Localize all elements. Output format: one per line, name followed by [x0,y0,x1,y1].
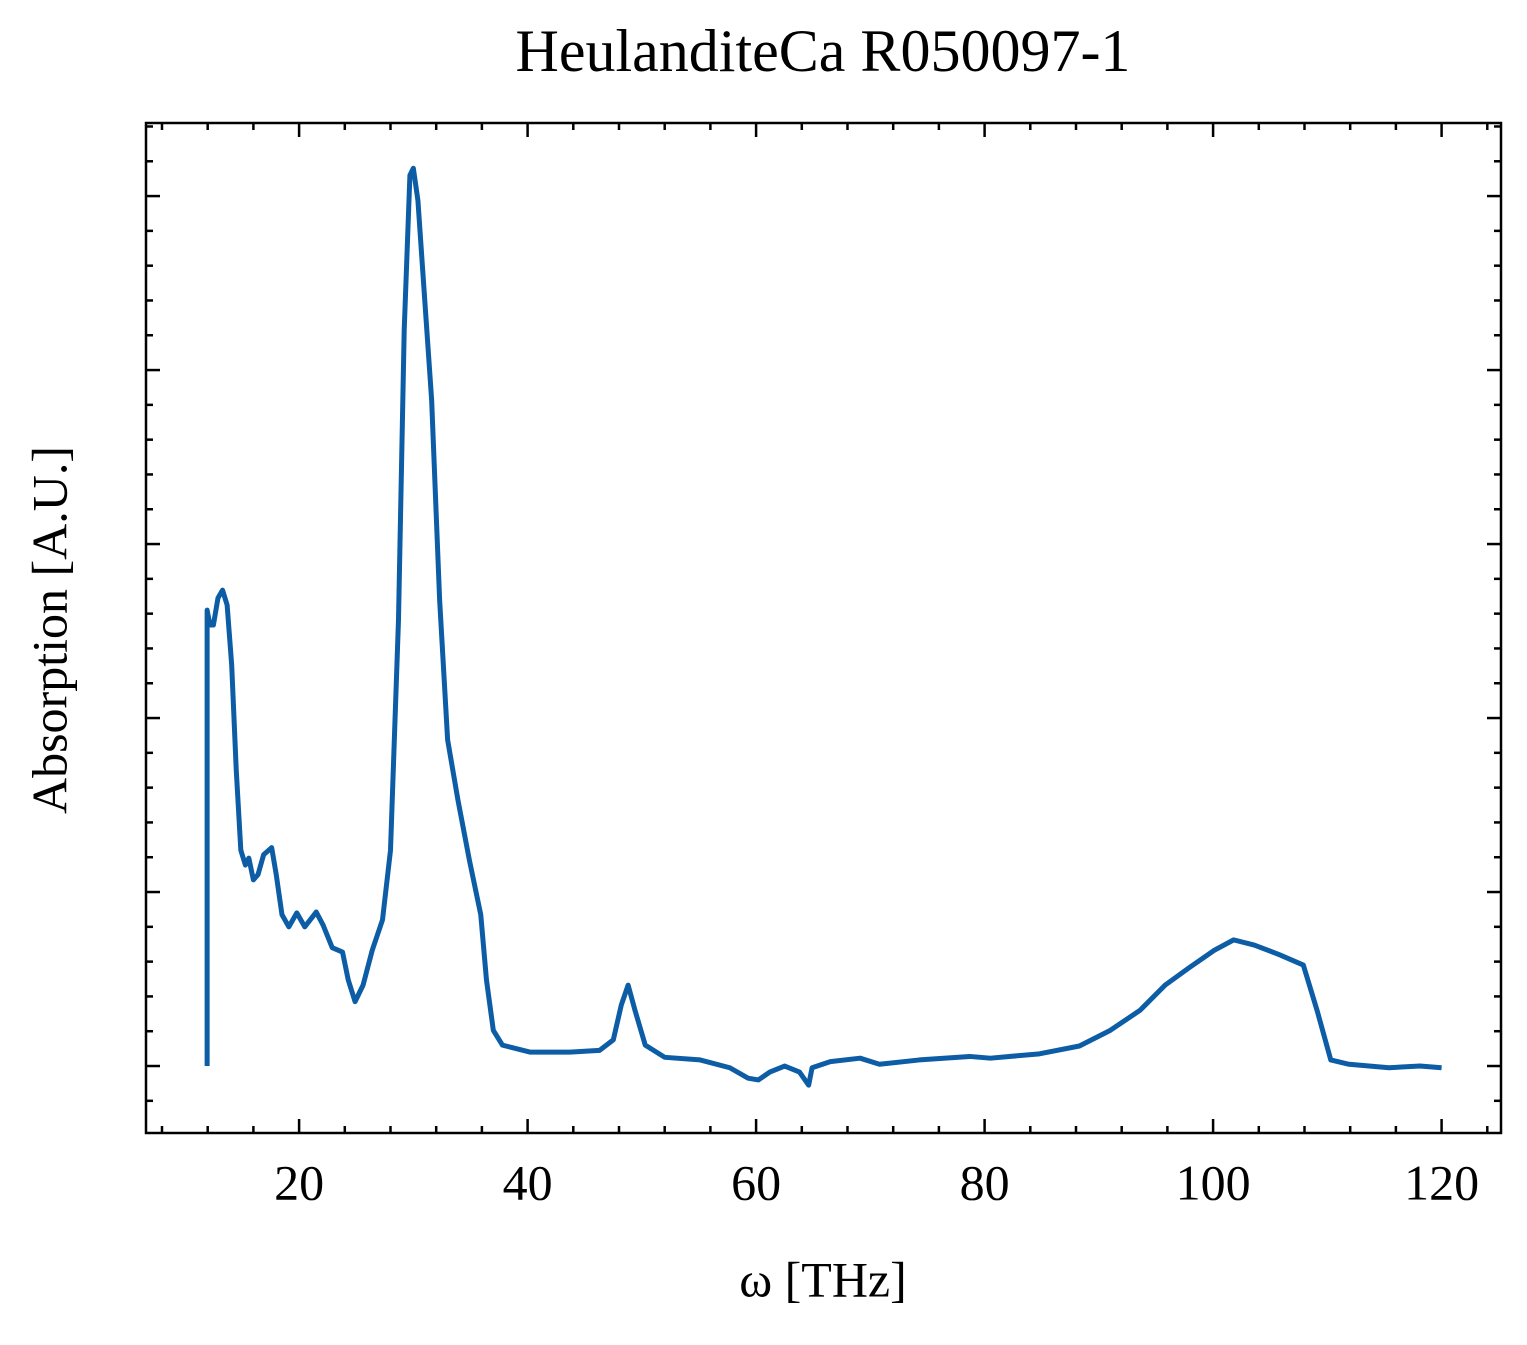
x-tick-label: 120 [1404,1154,1479,1210]
plot-frame [144,121,1503,1135]
chart-title: HeulanditeCa R050097-1 [516,18,1131,84]
x-tick-label: 40 [503,1154,553,1210]
x-tick-label: 60 [731,1154,781,1210]
y-axis-label: Absorption [A.U.] [21,446,77,814]
x-tick-label: 80 [960,1154,1010,1210]
x-tick-label: 20 [274,1154,324,1210]
data-line [204,165,1442,1088]
x-axis-label: ω [THz] [739,1251,907,1307]
x-tick-label: 100 [1176,1154,1251,1210]
